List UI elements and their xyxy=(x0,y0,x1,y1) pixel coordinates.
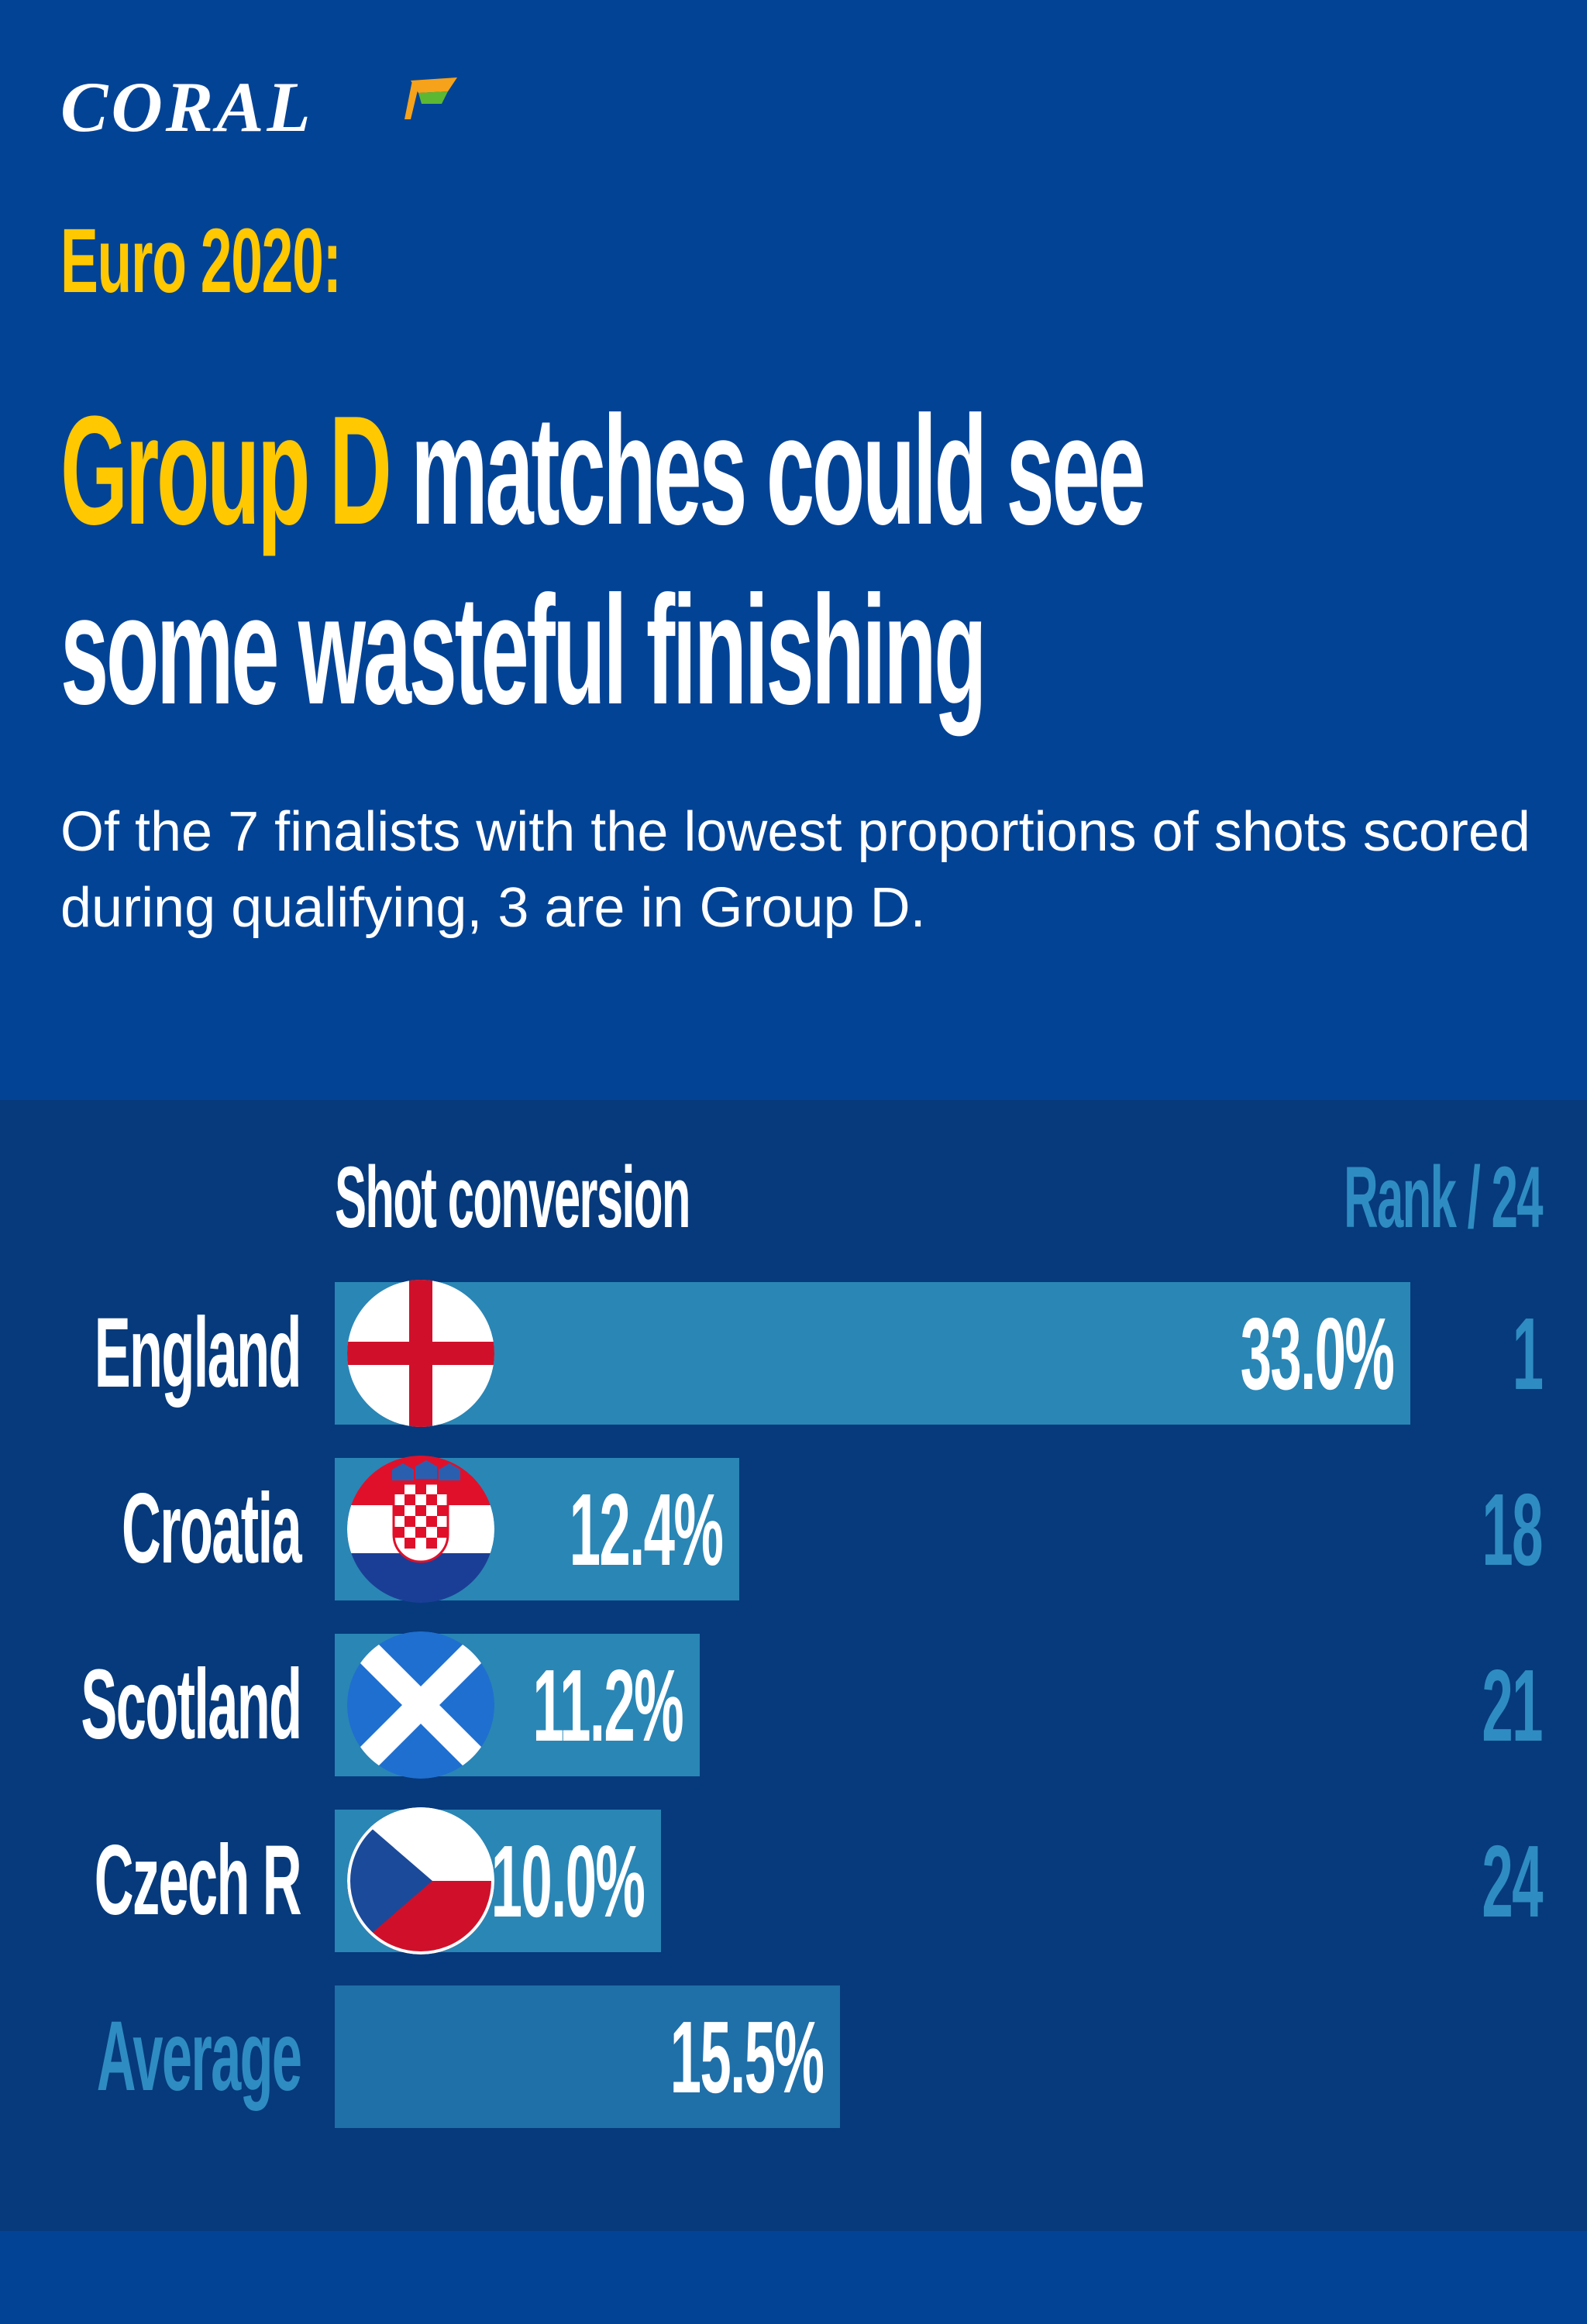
category-label: England xyxy=(94,1298,302,1408)
headline: Group D matches could see some wasteful … xyxy=(60,381,1146,741)
kicker: Euro 2020: xyxy=(60,210,342,312)
rank-header: Rank / 24 xyxy=(1344,1149,1543,1246)
bar-row: Czech R 10.0% 24 xyxy=(0,1807,1587,1954)
category-label: Czech R xyxy=(94,1825,302,1936)
coral-flag-icon xyxy=(404,77,457,119)
rank-value: 24 xyxy=(1482,1824,1544,1938)
bar xyxy=(335,1985,840,2128)
brand-name: CORAL xyxy=(60,67,314,146)
category-label: Scotland xyxy=(80,1649,302,1760)
bar-row: Croatia 12.4% 18 xyxy=(0,1456,1587,1603)
category-label: Croatia xyxy=(122,1473,302,1584)
rank-value: 21 xyxy=(1482,1648,1544,1762)
scotland-flag-icon xyxy=(347,1631,494,1779)
bar-row-average: Average 15.5% xyxy=(0,1985,1587,2128)
headline-line2: some wasteful finishing xyxy=(60,564,987,737)
headline-highlight: Group D xyxy=(60,384,392,557)
category-label: Average xyxy=(96,2001,301,2112)
data-label: 15.5% xyxy=(670,2000,824,2114)
bar xyxy=(335,1282,1410,1425)
czech-flag-icon xyxy=(347,1807,494,1954)
bar-row: Scotland 11.2% 21 xyxy=(0,1631,1587,1779)
subtitle: Of the 7 finalists with the lowest propo… xyxy=(60,801,1530,939)
rank-value: 18 xyxy=(1482,1473,1544,1587)
england-flag-icon xyxy=(347,1280,494,1427)
headline-line1: matches could see xyxy=(389,384,1145,557)
data-label: 11.2% xyxy=(532,1648,683,1762)
data-label: 33.0% xyxy=(1240,1297,1394,1411)
rank-value: 1 xyxy=(1512,1297,1543,1411)
chart-title: Shot conversion xyxy=(335,1149,691,1246)
bar-row: England 33.0% 1 xyxy=(0,1280,1587,1427)
data-label: 12.4% xyxy=(569,1473,723,1587)
croatia-flag-icon xyxy=(347,1456,494,1603)
data-label: 10.0% xyxy=(491,1824,645,1938)
